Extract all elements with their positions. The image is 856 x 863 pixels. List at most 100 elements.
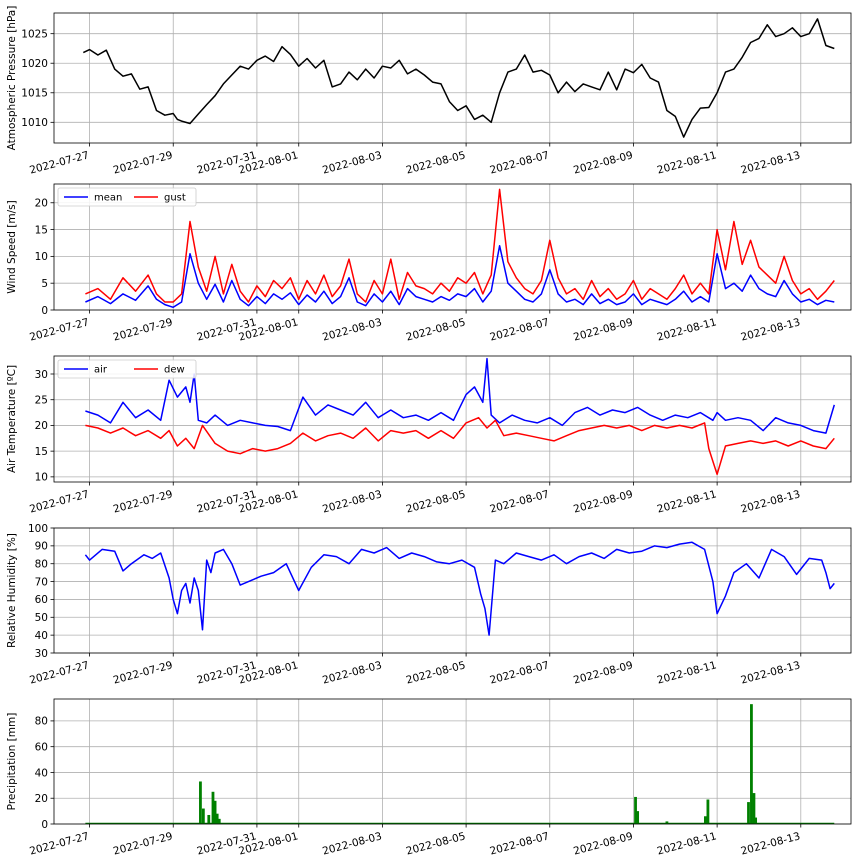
x-tick-label: 2022-08-05 <box>405 830 467 857</box>
y-tick-label: 40 <box>35 630 48 642</box>
precip-bar <box>704 816 707 824</box>
precip-bar <box>752 793 756 824</box>
x-tick-label: 2022-08-05 <box>405 149 467 176</box>
x-tick-label: 2022-08-07 <box>488 830 550 857</box>
humidity-panel: 30 40 50 60 70 80 90 100 2022-07-27 2022-07-29 202… <box>6 523 852 687</box>
y-tick-label: 10 <box>35 251 48 263</box>
legend-label: gust <box>164 193 186 204</box>
temperature-data <box>85 357 836 476</box>
wind-legend: mean gust <box>57 187 197 207</box>
precip-bar <box>213 800 217 824</box>
y-tick-label: 15 <box>35 446 48 458</box>
y-tick-label: 80 <box>35 559 48 571</box>
x-tick-label: 2022-07-29 <box>112 659 174 686</box>
precip-bar <box>201 808 205 824</box>
y-tick-label: 30 <box>35 369 48 381</box>
x-tick-label: 2022-08-05 <box>405 316 467 343</box>
x-tick-label: 2022-08-09 <box>572 659 634 686</box>
x-tick-label: 2022-07-27 <box>28 659 90 686</box>
precip-bar <box>747 802 750 824</box>
x-tick-label: 2022-08-11 <box>656 830 718 857</box>
x-tick-label: 2022-08-13 <box>740 488 802 515</box>
wind-frame <box>53 183 852 311</box>
y-tick-label: 20 <box>35 793 48 805</box>
pressure-panel: 1010 1015 1020 1025 2022-07-27 2022-07-29 2022… <box>6 6 852 177</box>
precipitation-frame <box>53 698 852 825</box>
y-tick-label: 1015 <box>21 88 48 100</box>
y-tick-label: 80 <box>35 716 48 728</box>
x-tick-label: 2022-08-09 <box>572 488 634 515</box>
precip-bar <box>706 799 710 824</box>
x-tick-label: 2022-07-27 <box>28 830 90 857</box>
x-tick-label: 2022-07-29 <box>112 149 174 176</box>
precip-bar <box>211 791 215 824</box>
pressure-grid <box>54 13 851 143</box>
x-tick-label: 2022-08-07 <box>488 659 550 686</box>
x-tick-label: 2022-08-03 <box>321 316 383 343</box>
legend-label: dew <box>164 365 185 376</box>
x-tick-label: 2022-07-29 <box>112 488 174 515</box>
y-tick-label: 1020 <box>21 58 48 70</box>
x-tick-label: 2022-08-09 <box>572 830 634 857</box>
x-tick-label: 2022-08-03 <box>321 488 383 515</box>
x-tick-label: 2022-08-13 <box>740 149 802 176</box>
temperature-frame <box>53 355 852 483</box>
pressure-frame <box>53 12 852 144</box>
y-tick-label: 100 <box>28 523 48 535</box>
x-tick-label: 2022-07-27 <box>28 316 90 343</box>
precip-bar <box>199 781 202 824</box>
y-tick-label: 40 <box>35 767 48 779</box>
y-tick-label: 70 <box>35 576 48 588</box>
x-tick-label: 2022-08-07 <box>488 316 550 343</box>
y-tick-label: 60 <box>35 741 48 753</box>
humidity-ylabel: Relative Humidity [%] <box>6 533 18 648</box>
y-tick-label: 10 <box>35 472 48 484</box>
pressure-ylabel: Atmospheric Pressure [hPa] <box>6 6 18 151</box>
precip-bar <box>207 814 211 824</box>
x-tick-label: 2022-07-29 <box>112 316 174 343</box>
precip-bar <box>217 818 221 824</box>
y-tick-label: 60 <box>35 594 48 606</box>
humidity-data <box>84 541 835 636</box>
x-tick-label: 2022-08-13 <box>740 659 802 686</box>
temperature-ylabel: Air Temperature [ºC] <box>6 365 18 473</box>
x-tick-label: 2022-08-05 <box>405 488 467 515</box>
x-tick-label: 2022-08-11 <box>656 316 718 343</box>
x-tick-label: 2022-08-07 <box>488 488 550 515</box>
pressure-data <box>82 18 835 138</box>
y-tick-label: 1025 <box>21 28 48 40</box>
precip-bar <box>665 821 669 824</box>
y-tick-label: 20 <box>35 198 48 210</box>
y-tick-label: 90 <box>35 541 48 553</box>
legend-label: air <box>94 365 108 376</box>
y-tick-label: 15 <box>35 224 48 236</box>
x-tick-label: 2022-08-03 <box>321 149 383 176</box>
y-tick-label: 5 <box>41 278 48 290</box>
x-tick-label: 2022-08-09 <box>572 316 634 343</box>
x-tick-label: 2022-07-27 <box>28 488 90 515</box>
x-tick-label: 2022-08-13 <box>740 316 802 343</box>
y-tick-label: 20 <box>35 420 48 432</box>
precip-bar <box>754 817 758 824</box>
pressure-series <box>82 18 835 138</box>
y-tick-label: 0 <box>41 819 48 831</box>
wind-ylabel: Wind Speed [m/s] <box>6 200 18 293</box>
y-tick-label: 1010 <box>21 117 48 129</box>
x-tick-label: 2022-08-05 <box>405 659 467 686</box>
temperature-legend: air dew <box>57 359 197 379</box>
legend-box <box>57 359 197 379</box>
x-tick-label: 2022-08-13 <box>740 830 802 857</box>
x-tick-label: 2022-08-09 <box>572 149 634 176</box>
y-tick-label: 25 <box>35 395 48 407</box>
precip-bar <box>636 811 640 824</box>
humidity-grid <box>54 527 851 654</box>
precip-bar <box>750 704 753 824</box>
y-tick-label: 30 <box>35 648 48 660</box>
humidity-series <box>84 541 835 636</box>
wind-data <box>85 188 835 309</box>
gust-series <box>85 188 835 303</box>
